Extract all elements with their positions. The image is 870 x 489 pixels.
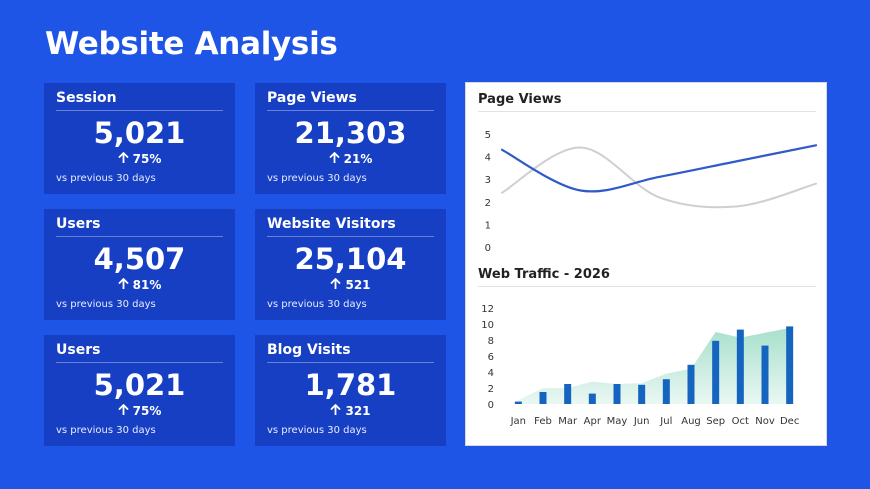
kpi-card-value: 4,507	[93, 242, 186, 276]
kpi-card-divider	[267, 110, 434, 111]
x-tick-label: Apr	[584, 416, 602, 427]
kpi-card-footnote: vs previous 30 days	[267, 425, 367, 436]
kpi-card-title: Blog Visits	[267, 342, 351, 358]
arrow-up-icon	[118, 278, 129, 292]
kpi-card: Page Views 21,303 21% vs previous 30 days	[255, 83, 446, 194]
x-tick-label: Dec	[780, 416, 799, 427]
kpi-card-divider	[267, 236, 434, 237]
kpi-card-title: Page Views	[267, 90, 357, 106]
y-tick-label: 4	[485, 153, 491, 164]
kpi-card: Users 5,021 75% vs previous 30 days	[44, 335, 235, 446]
x-tick-label: Nov	[755, 416, 775, 427]
kpi-card-footnote: vs previous 30 days	[56, 173, 156, 184]
kpi-card-delta-value: 75%	[132, 404, 162, 418]
x-tick-label: Sep	[706, 416, 725, 427]
y-tick-label: 10	[481, 320, 494, 331]
kpi-card-divider	[267, 362, 434, 363]
kpi-card-value: 21,303	[294, 116, 407, 150]
web-traffic-title-divider	[478, 286, 816, 287]
y-tick-label: 2	[485, 198, 491, 209]
kpi-card-value: 1,781	[304, 368, 397, 402]
bar-jul	[662, 379, 670, 404]
kpi-card-delta-value: 321	[345, 404, 371, 418]
y-tick-label: 6	[488, 352, 494, 363]
kpi-card-delta-value: 81%	[132, 278, 162, 292]
bar-mar	[564, 384, 572, 404]
web-traffic-chart-title: Web Traffic - 2026	[478, 267, 610, 282]
arrow-up-icon	[329, 152, 340, 166]
kpi-card-footnote: vs previous 30 days	[267, 173, 367, 184]
x-tick-label: Oct	[732, 416, 749, 427]
y-tick-label: 0	[485, 243, 491, 251]
bar-aug	[687, 364, 695, 404]
x-tick-label: Feb	[534, 416, 552, 427]
kpi-card-divider	[56, 362, 223, 363]
bar-nov	[761, 345, 769, 404]
arrow-up-icon	[330, 278, 341, 292]
kpi-card-value: 5,021	[93, 116, 186, 150]
y-tick-label: 3	[485, 175, 491, 186]
kpi-card-delta: 521	[255, 278, 446, 292]
kpi-card-delta: 21%	[255, 152, 446, 166]
y-tick-label: 4	[488, 368, 494, 379]
series-line-1	[500, 144, 818, 193]
x-tick-label: Mar	[558, 416, 578, 427]
y-tick-label: 5	[485, 130, 491, 141]
bar-sep	[712, 340, 720, 404]
series-line-2	[501, 146, 817, 209]
kpi-card-delta: 321	[255, 404, 446, 418]
kpi-card-delta-value: 521	[345, 278, 371, 292]
x-tick-label: Jul	[659, 416, 672, 427]
bar-may	[613, 384, 621, 404]
x-tick-label: Aug	[681, 416, 701, 427]
web-traffic-bar-chart: 0 2 4 6 8 10 12 Jan Feb Mar Apr May Jun Jul Aug Sep Oct N…	[481, 304, 799, 427]
kpi-card-value: 5,021	[93, 368, 186, 402]
kpi-card: Session 5,021 75% vs previous 30 days	[44, 83, 235, 194]
kpi-card: Users 4,507 81% vs previous 30 days	[44, 209, 235, 320]
kpi-card: Blog Visits 1,781 321 vs previous 30 days	[255, 335, 446, 446]
y-tick-label: 1	[485, 220, 491, 231]
x-tick-label: May	[607, 416, 628, 427]
y-tick-label: 8	[488, 336, 494, 347]
bar-apr	[588, 393, 596, 404]
x-tick-label: Jan	[510, 416, 526, 427]
kpi-card-value: 25,104	[294, 242, 407, 276]
kpi-card-footnote: vs previous 30 days	[56, 425, 156, 436]
kpi-card-divider	[56, 236, 223, 237]
kpi-card-title: Website Visitors	[267, 216, 396, 232]
kpi-card-delta-value: 75%	[132, 152, 162, 166]
bar-feb	[539, 392, 547, 404]
page-views-chart-title: Page Views	[478, 92, 562, 107]
kpi-card-delta: 75%	[44, 152, 235, 166]
y-tick-label: 0	[488, 400, 494, 411]
kpi-card-title: Users	[56, 342, 101, 358]
bar-jun	[638, 384, 646, 404]
page-title: Website Analysis	[45, 26, 338, 62]
kpi-card-delta-value: 21%	[343, 152, 373, 166]
kpi-card-divider	[56, 110, 223, 111]
kpi-card-footnote: vs previous 30 days	[56, 299, 156, 310]
arrow-up-icon	[118, 152, 129, 166]
y-tick-label: 2	[488, 384, 494, 395]
page-views-title-divider	[478, 111, 816, 112]
kpi-card-title: Users	[56, 216, 101, 232]
bar-jan	[514, 401, 522, 404]
arrow-up-icon	[330, 404, 341, 418]
x-tick-label: Jun	[633, 416, 650, 427]
kpi-card-delta: 75%	[44, 404, 235, 418]
y-tick-label: 12	[481, 304, 494, 315]
kpi-card-footnote: vs previous 30 days	[267, 299, 367, 310]
area-series	[518, 328, 790, 404]
kpi-card-delta: 81%	[44, 278, 235, 292]
kpi-card-title: Session	[56, 90, 117, 106]
kpi-card: Website Visitors 25,104 521 vs previous 30 …	[255, 209, 446, 320]
arrow-up-icon	[118, 404, 129, 418]
page-views-line-chart: 0 1 2 3 4 5	[485, 130, 818, 251]
bar-oct	[736, 329, 744, 404]
bar-dec	[786, 326, 794, 404]
